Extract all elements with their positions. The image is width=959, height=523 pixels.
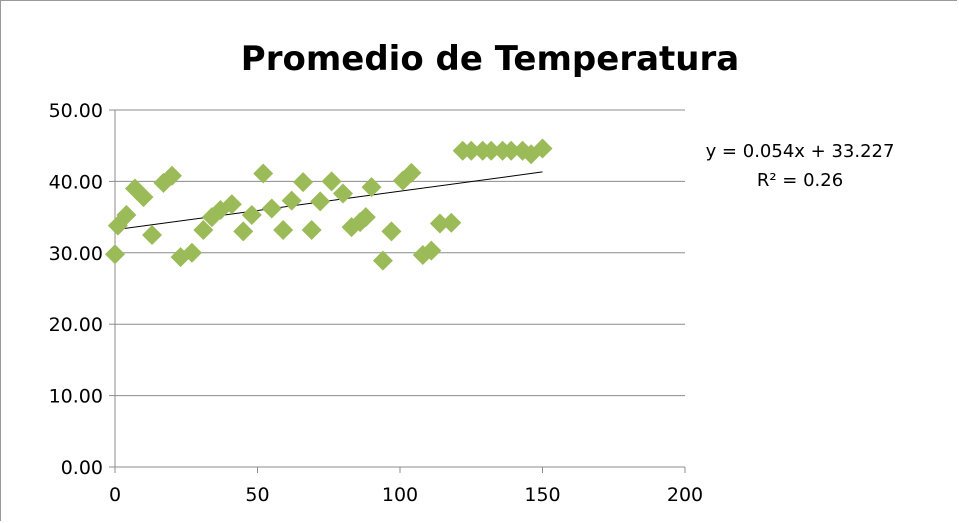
y-tick-label: 0.00: [61, 457, 103, 479]
data-point: [481, 140, 502, 161]
x-tick-label: 200: [667, 484, 703, 506]
data-point: [273, 219, 294, 240]
data-point: [181, 242, 202, 263]
data-points: [105, 138, 553, 271]
data-point: [372, 250, 393, 271]
data-point: [116, 204, 137, 225]
data-point: [421, 240, 442, 261]
x-tick-label: 50: [245, 484, 269, 506]
data-point: [281, 190, 302, 211]
axes: [109, 109, 686, 473]
y-tick-labels: 0.00 10.00 20.00 30.00 40.00 50.00: [49, 100, 103, 479]
y-tick-label: 30.00: [49, 243, 103, 265]
y-tick-label: 40.00: [49, 171, 103, 193]
trendline-equation: y = 0.054x + 33.227: [706, 141, 895, 162]
y-tick-label: 20.00: [49, 314, 103, 336]
data-point: [193, 219, 214, 240]
data-point: [221, 194, 242, 215]
data-point: [381, 221, 402, 242]
data-point: [253, 163, 274, 184]
x-tick-label: 150: [524, 484, 560, 506]
data-point: [142, 224, 163, 245]
data-point: [321, 171, 342, 192]
data-point: [333, 183, 353, 204]
data-point: [310, 191, 331, 212]
data-point: [301, 219, 322, 240]
data-point: [501, 140, 522, 161]
data-point: [105, 244, 125, 265]
data-point: [429, 213, 450, 234]
x-tick-label: 100: [382, 484, 418, 506]
data-point: [532, 138, 553, 159]
data-point: [133, 187, 154, 208]
data-point: [441, 212, 462, 233]
x-tick-label: 0: [109, 484, 121, 506]
y-tick-label: 10.00: [49, 386, 103, 408]
chart-title: Promedio de Temperatura: [241, 39, 739, 79]
data-point: [170, 247, 191, 268]
data-point: [162, 165, 182, 186]
trendline-r-squared: R² = 0.26: [757, 170, 843, 191]
x-tick-labels: 0 50 100 150 200: [109, 484, 703, 506]
data-point: [461, 140, 482, 161]
data-point: [401, 162, 422, 183]
data-point: [293, 172, 314, 193]
data-point: [355, 207, 376, 228]
data-point: [241, 204, 262, 225]
y-tick-label: 50.00: [49, 100, 103, 122]
data-point: [261, 198, 282, 219]
data-point: [361, 177, 382, 198]
data-point: [233, 221, 254, 242]
